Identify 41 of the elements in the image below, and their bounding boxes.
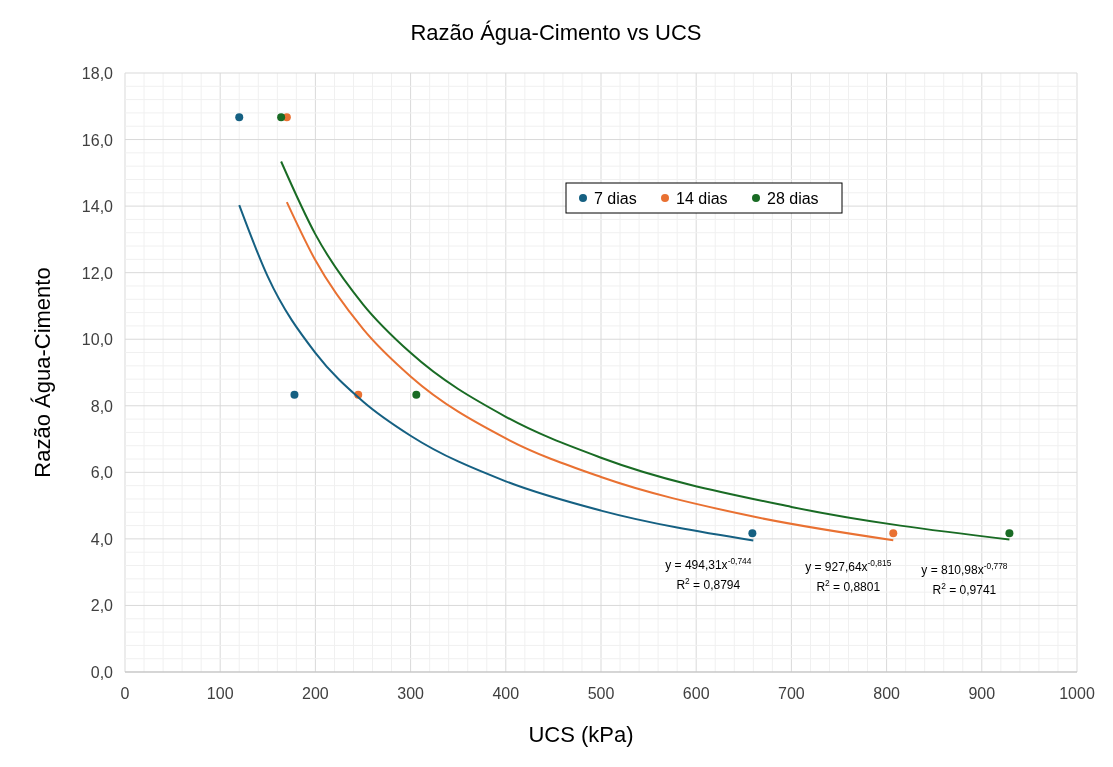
annotation: y = 927,64x$^{-0,815}$ [805, 558, 892, 575]
y-tick-label: 14,0 [81, 198, 114, 216]
x-axis-title: UCS (kPa) [528, 722, 634, 747]
y-tick-label: 0,0 [90, 664, 114, 681]
annotation: R$^{2}$ = 0,8801 [816, 578, 881, 595]
x-tick-label: 300 [397, 685, 425, 702]
annotation: y = 810,98x$^{-0,778}$ [921, 560, 1008, 577]
point [412, 390, 421, 399]
y-tick-label: 18,0 [81, 65, 114, 82]
point [748, 529, 757, 538]
y-tick-label: 12,0 [81, 264, 114, 282]
x-tick-label: 1000 [1059, 685, 1095, 702]
x-tick-label: 600 [682, 685, 710, 702]
point [235, 113, 244, 122]
point [889, 529, 898, 538]
line-series [238, 204, 755, 542]
x-tick-label: 700 [778, 685, 805, 702]
y-tick-label: 10,0 [81, 331, 114, 349]
annotation: R$^{2}$ = 0,8794 [676, 575, 741, 592]
x-tick-label: 100 [206, 685, 234, 702]
point [290, 390, 299, 399]
x-tick-label: 500 [587, 685, 615, 702]
annotation: R$^{2}$ = 0,9741 [932, 580, 997, 597]
x-tick-label: 200 [302, 685, 329, 702]
x-tick-label: 400 [492, 685, 520, 702]
point [1005, 529, 1014, 538]
annotation: y = 494,31x$^{-0,744}$ [665, 555, 752, 572]
legend-label: 28 dias [767, 190, 819, 207]
y-axis-title: Razão Água-Cimento [30, 267, 55, 478]
y-tick-label: 4,0 [90, 530, 114, 548]
y-tick-label: 8,0 [90, 397, 114, 415]
y-tick-label: 2,0 [90, 597, 114, 615]
x-tick-label: 900 [968, 685, 996, 702]
x-tick-label: 800 [873, 685, 901, 702]
point [277, 113, 286, 122]
legend-label: 14 dias [676, 190, 728, 207]
x-tick-label: 0 [120, 685, 130, 702]
y-tick-label: 16,0 [81, 131, 114, 149]
y-tick-label: 6,0 [90, 464, 114, 482]
chart-title: Razão Água-Cimento vs UCS [410, 20, 702, 45]
legend-label: 7 dias [594, 190, 637, 207]
